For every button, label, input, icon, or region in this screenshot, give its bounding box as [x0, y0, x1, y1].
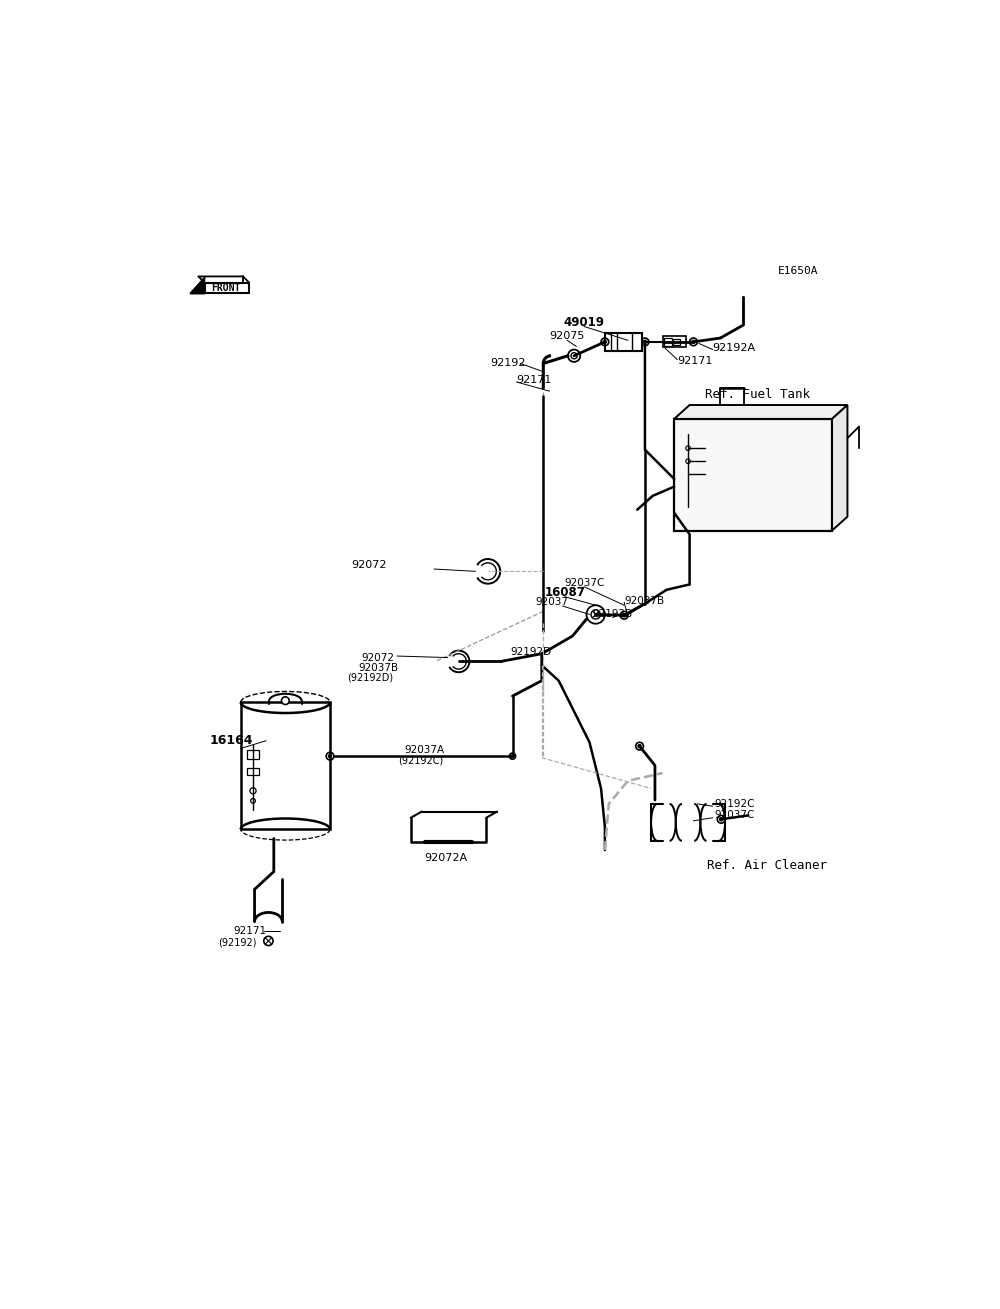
Text: 92037: 92037	[535, 597, 568, 607]
Circle shape	[643, 340, 646, 343]
Text: 92072: 92072	[361, 653, 394, 662]
Bar	[241, 702, 330, 830]
Text: 16164: 16164	[210, 734, 253, 747]
Circle shape	[282, 696, 289, 704]
Text: 92192C: 92192C	[714, 798, 755, 809]
Text: FRONT: FRONT	[211, 283, 241, 293]
Text: 92171: 92171	[516, 376, 552, 385]
Text: 92037C: 92037C	[714, 810, 755, 821]
Text: Ref. Air Cleaner: Ref. Air Cleaner	[707, 859, 827, 872]
Polygon shape	[205, 283, 249, 293]
Text: E1650A: E1650A	[778, 266, 819, 276]
Text: 92075: 92075	[549, 331, 585, 340]
Circle shape	[568, 350, 580, 361]
Text: 92072: 92072	[351, 560, 387, 571]
Circle shape	[603, 340, 606, 343]
Bar	[673, 339, 680, 346]
Circle shape	[328, 754, 332, 758]
Text: 92171: 92171	[677, 356, 713, 367]
Text: (92192): (92192)	[218, 937, 257, 948]
Text: Ref. Fuel Tank: Ref. Fuel Tank	[705, 387, 810, 401]
Circle shape	[638, 745, 641, 747]
Circle shape	[586, 605, 605, 623]
Bar	[247, 750, 259, 759]
Text: 92192B: 92192B	[592, 610, 633, 619]
Circle shape	[720, 818, 723, 821]
Polygon shape	[674, 404, 847, 419]
Text: 92192D: 92192D	[510, 647, 551, 657]
Bar	[663, 336, 686, 347]
Text: 49019: 49019	[564, 317, 605, 329]
Bar	[674, 419, 832, 530]
Circle shape	[623, 614, 626, 617]
Text: 92192A: 92192A	[713, 343, 756, 353]
Bar	[247, 767, 259, 775]
Circle shape	[511, 755, 514, 758]
Text: 92037B: 92037B	[358, 662, 399, 673]
Polygon shape	[832, 404, 847, 530]
Text: 92171: 92171	[233, 925, 266, 936]
Bar	[605, 332, 642, 351]
Polygon shape	[191, 278, 205, 293]
Circle shape	[692, 340, 695, 343]
Bar	[664, 338, 672, 346]
Text: 92072A: 92072A	[425, 852, 468, 863]
Text: 16087: 16087	[544, 586, 585, 600]
Text: 92037B: 92037B	[624, 596, 664, 606]
Text: 92192: 92192	[490, 359, 526, 368]
Text: (92192D): (92192D)	[347, 673, 393, 682]
Text: 92037C: 92037C	[564, 577, 604, 588]
Text: 92037A: 92037A	[405, 745, 445, 755]
Text: (92192C): (92192C)	[399, 755, 444, 766]
